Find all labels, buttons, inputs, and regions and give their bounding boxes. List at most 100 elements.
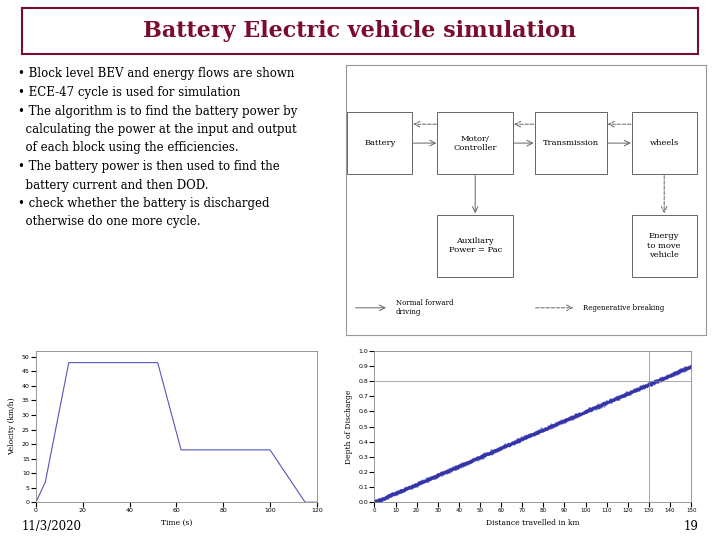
- Point: [407, 482, 418, 490]
- Point: [394, 488, 405, 497]
- Point: [629, 387, 641, 395]
- Point: [511, 437, 523, 445]
- Point: [486, 448, 498, 457]
- Point: [606, 396, 618, 404]
- Point: [615, 392, 626, 400]
- Point: [398, 485, 410, 494]
- Point: [485, 449, 496, 457]
- Point: [421, 476, 433, 485]
- Point: [576, 408, 588, 417]
- Point: [630, 386, 642, 394]
- Point: [576, 409, 588, 417]
- Point: [534, 427, 546, 436]
- Point: [638, 382, 649, 391]
- Point: [370, 497, 382, 506]
- Point: [528, 431, 540, 440]
- Point: [685, 362, 696, 370]
- Point: [536, 426, 547, 435]
- Point: [498, 441, 510, 450]
- Point: [391, 488, 402, 497]
- Point: [451, 463, 463, 471]
- Point: [405, 482, 416, 491]
- Point: [379, 494, 390, 502]
- Point: [392, 487, 404, 495]
- Point: [523, 431, 534, 440]
- Point: [507, 438, 518, 447]
- Point: [451, 462, 462, 471]
- Point: [372, 496, 383, 504]
- Point: [454, 461, 466, 470]
- Point: [684, 363, 696, 372]
- Point: [527, 431, 539, 440]
- Point: [474, 453, 485, 462]
- Point: [536, 426, 547, 434]
- Point: [541, 424, 553, 433]
- Point: [559, 415, 571, 424]
- Point: [678, 366, 689, 375]
- Point: [438, 469, 449, 478]
- Point: [382, 494, 393, 502]
- Point: [655, 374, 667, 383]
- Point: [433, 471, 445, 480]
- Point: [418, 476, 429, 485]
- Point: [520, 433, 531, 442]
- FancyBboxPatch shape: [534, 112, 606, 174]
- Point: [533, 427, 544, 436]
- Point: [521, 431, 532, 440]
- Point: [374, 495, 386, 504]
- Point: [588, 403, 599, 412]
- Point: [523, 431, 534, 440]
- Point: [672, 368, 683, 376]
- Point: [577, 409, 588, 417]
- Point: [382, 492, 394, 501]
- Point: [495, 444, 506, 453]
- Point: [629, 386, 641, 394]
- Point: [547, 421, 559, 429]
- Point: [585, 406, 596, 414]
- Point: [382, 491, 393, 500]
- Point: [373, 496, 384, 505]
- Point: [627, 387, 639, 395]
- Point: [674, 365, 685, 374]
- Point: [640, 382, 652, 390]
- Point: [548, 420, 559, 429]
- Point: [611, 394, 622, 403]
- Point: [672, 369, 684, 377]
- Point: [541, 424, 552, 433]
- Point: [440, 468, 451, 477]
- Point: [523, 432, 535, 441]
- Point: [602, 397, 613, 406]
- Point: [494, 444, 505, 453]
- Point: [463, 458, 474, 467]
- Point: [390, 489, 401, 498]
- Point: [559, 417, 570, 426]
- Point: [593, 402, 604, 410]
- Point: [544, 423, 555, 432]
- Point: [667, 369, 679, 378]
- Point: [415, 476, 426, 485]
- Point: [532, 428, 544, 437]
- Point: [492, 444, 504, 453]
- Point: [403, 484, 415, 492]
- Point: [519, 433, 531, 442]
- Point: [387, 489, 398, 498]
- Point: [499, 442, 510, 451]
- Point: [582, 407, 593, 416]
- Point: [483, 449, 495, 457]
- Point: [456, 460, 467, 469]
- Text: 19: 19: [683, 520, 698, 533]
- Point: [645, 380, 657, 389]
- Point: [472, 453, 483, 461]
- Point: [534, 429, 545, 437]
- Point: [557, 417, 569, 426]
- Point: [431, 471, 442, 480]
- X-axis label: Distance travelled in km: Distance travelled in km: [486, 519, 580, 527]
- Point: [465, 458, 477, 467]
- Point: [613, 393, 624, 401]
- Point: [627, 387, 639, 395]
- Point: [559, 417, 570, 426]
- Point: [472, 453, 484, 462]
- Point: [428, 472, 439, 481]
- Point: [532, 428, 544, 436]
- Point: [490, 447, 501, 455]
